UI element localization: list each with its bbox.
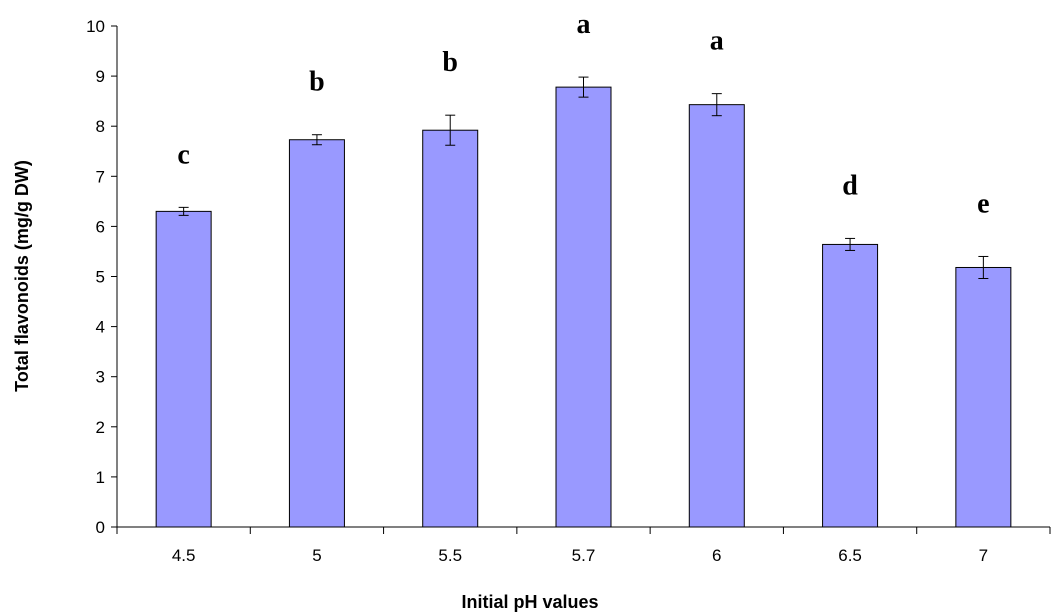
bar <box>555 86 612 528</box>
y-tick-label: 0 <box>96 518 105 537</box>
y-tick-label: 2 <box>96 418 105 437</box>
y-tick-label: 10 <box>86 17 105 36</box>
x-tick-label: 5 <box>312 546 321 565</box>
y-tick-label: 1 <box>96 468 105 487</box>
bar <box>688 104 745 528</box>
y-tick-label: 5 <box>96 268 105 287</box>
x-axis-title: Initial pH values <box>461 592 598 612</box>
y-tick-label: 8 <box>96 117 105 136</box>
significance-letter: b <box>442 47 458 78</box>
y-tick-label: 3 <box>96 368 105 387</box>
x-tick-label: 6 <box>712 546 721 565</box>
significance-letter: a <box>710 26 724 57</box>
y-tick-label: 6 <box>96 217 105 236</box>
x-tick-label: 5.5 <box>438 546 462 565</box>
bar <box>955 266 1012 528</box>
y-tick-label: 7 <box>96 167 105 186</box>
bar <box>288 139 345 528</box>
significance-letter: a <box>577 9 591 40</box>
plot-area: 0 1 2 3 4 5 6 7 8 9 10 c 4.5 b 5 b 5.5 a 5.7 a 6 d 6.5 e 7 <box>86 9 1051 565</box>
bar <box>155 210 212 528</box>
y-tick-label: 4 <box>96 318 105 337</box>
significance-letter: d <box>842 170 858 201</box>
significance-letter: e <box>977 188 989 219</box>
x-tick-label: 6.5 <box>838 546 862 565</box>
x-tick-label: 7 <box>979 546 988 565</box>
bar <box>822 243 879 528</box>
x-tick-label: 4.5 <box>172 546 196 565</box>
y-tick-label: 9 <box>96 67 105 86</box>
x-tick-label: 5.7 <box>572 546 596 565</box>
significance-letter: c <box>177 139 189 170</box>
bar <box>422 129 479 528</box>
y-axis-title: Total flavonoids (mg/g DW) <box>12 160 32 392</box>
significance-letter: b <box>309 67 325 98</box>
